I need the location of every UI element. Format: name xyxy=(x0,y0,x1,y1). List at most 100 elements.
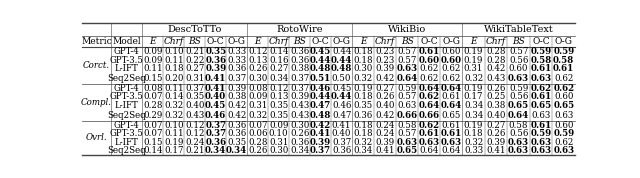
Text: 0.57: 0.57 xyxy=(509,47,528,56)
Text: 0.38: 0.38 xyxy=(486,101,506,110)
Text: 0.24: 0.24 xyxy=(185,138,204,147)
Text: Chrf: Chrf xyxy=(375,37,396,46)
Text: 0.65: 0.65 xyxy=(508,101,529,110)
Text: 0.10: 0.10 xyxy=(164,47,184,56)
Text: 0.31: 0.31 xyxy=(464,64,483,73)
Text: Metric: Metric xyxy=(81,37,112,46)
Text: RotoWire: RotoWire xyxy=(276,25,323,34)
Text: 0.34: 0.34 xyxy=(269,74,288,83)
Text: O-C: O-C xyxy=(312,37,330,46)
Text: 0.64: 0.64 xyxy=(440,84,462,93)
Text: 0.07: 0.07 xyxy=(143,92,163,101)
Text: BS: BS xyxy=(188,37,201,46)
Text: 0.22: 0.22 xyxy=(185,56,204,65)
Text: 0.65: 0.65 xyxy=(442,111,461,120)
Text: 0.06: 0.06 xyxy=(248,129,268,138)
Text: 0.39: 0.39 xyxy=(310,138,331,147)
Text: 0.31: 0.31 xyxy=(185,74,204,83)
Text: 0.61: 0.61 xyxy=(440,129,462,138)
Text: 0.18: 0.18 xyxy=(164,64,184,73)
Text: 0.47: 0.47 xyxy=(332,111,351,120)
Text: 0.11: 0.11 xyxy=(164,56,184,65)
Text: 0.65: 0.65 xyxy=(397,146,418,155)
Text: 0.62: 0.62 xyxy=(419,74,439,83)
Text: 0.44: 0.44 xyxy=(331,92,352,101)
Text: 0.61: 0.61 xyxy=(442,121,461,130)
Text: 0.43: 0.43 xyxy=(185,111,204,120)
Text: 0.31: 0.31 xyxy=(269,138,289,147)
Text: 0.36: 0.36 xyxy=(290,56,309,65)
Text: 0.41: 0.41 xyxy=(205,74,227,83)
Text: 0.24: 0.24 xyxy=(376,121,395,130)
Text: 0.42: 0.42 xyxy=(486,64,506,73)
Text: E: E xyxy=(470,37,477,46)
Text: 0.28: 0.28 xyxy=(486,56,506,65)
Text: Seq2Seq: Seq2Seq xyxy=(107,111,146,120)
Text: 0.57: 0.57 xyxy=(397,56,417,65)
Text: 0.63: 0.63 xyxy=(531,74,552,83)
Text: 0.32: 0.32 xyxy=(164,101,184,110)
Text: 0.35: 0.35 xyxy=(269,111,288,120)
Text: 0.32: 0.32 xyxy=(464,74,483,83)
Text: 0.26: 0.26 xyxy=(376,92,395,101)
Text: 0.33: 0.33 xyxy=(464,146,483,155)
Text: 0.48: 0.48 xyxy=(331,64,352,73)
Text: 0.27: 0.27 xyxy=(376,84,395,93)
Text: Chrf: Chrf xyxy=(486,37,506,46)
Text: 0.11: 0.11 xyxy=(164,129,184,138)
Text: 0.37: 0.37 xyxy=(185,84,204,93)
Text: 0.66: 0.66 xyxy=(419,111,440,120)
Text: 0.59: 0.59 xyxy=(531,129,552,138)
Text: 0.16: 0.16 xyxy=(269,56,289,65)
Text: 0.36: 0.36 xyxy=(205,138,227,147)
Text: 0.64: 0.64 xyxy=(419,84,440,93)
Text: 0.62: 0.62 xyxy=(554,74,573,83)
Text: 0.10: 0.10 xyxy=(269,129,289,138)
Text: 0.39: 0.39 xyxy=(227,84,246,93)
Text: BS: BS xyxy=(512,37,525,46)
Text: 0.33: 0.33 xyxy=(227,56,246,65)
Text: 0.25: 0.25 xyxy=(486,92,506,101)
Text: 0.28: 0.28 xyxy=(486,47,506,56)
Text: 0.57: 0.57 xyxy=(397,47,417,56)
Text: 0.18: 0.18 xyxy=(353,92,373,101)
Text: 0.45: 0.45 xyxy=(205,101,227,110)
Text: 0.41: 0.41 xyxy=(332,121,351,130)
Text: 0.36: 0.36 xyxy=(353,111,372,120)
Text: 0.31: 0.31 xyxy=(248,101,268,110)
Text: O-C: O-C xyxy=(207,37,225,46)
Text: 0.19: 0.19 xyxy=(464,47,483,56)
Text: 0.23: 0.23 xyxy=(376,56,395,65)
Text: 0.40: 0.40 xyxy=(185,101,205,110)
Text: 0.34: 0.34 xyxy=(205,146,227,155)
Text: 0.36: 0.36 xyxy=(332,146,351,155)
Text: 0.36: 0.36 xyxy=(205,56,227,65)
Text: Chrf: Chrf xyxy=(269,37,289,46)
Text: Model: Model xyxy=(112,37,141,46)
Text: 0.62: 0.62 xyxy=(419,92,440,101)
Text: 0.63: 0.63 xyxy=(553,146,574,155)
Text: 0.19: 0.19 xyxy=(353,84,373,93)
Text: 0.26: 0.26 xyxy=(486,84,506,93)
Text: 0.30: 0.30 xyxy=(269,146,289,155)
Text: 0.44: 0.44 xyxy=(331,56,352,65)
Text: 0.61: 0.61 xyxy=(419,47,440,56)
Text: BS: BS xyxy=(293,37,306,46)
Text: 0.09: 0.09 xyxy=(143,47,163,56)
Text: 0.43: 0.43 xyxy=(290,111,309,120)
Text: 0.58: 0.58 xyxy=(509,121,529,130)
Text: 0.60: 0.60 xyxy=(554,92,573,101)
Text: GPT-4: GPT-4 xyxy=(114,121,140,130)
Text: 0.14: 0.14 xyxy=(164,92,184,101)
Text: 0.63: 0.63 xyxy=(397,64,418,73)
Text: 0.63: 0.63 xyxy=(441,138,462,147)
Text: 0.42: 0.42 xyxy=(227,111,246,120)
Text: 0.63: 0.63 xyxy=(508,138,529,147)
Text: 0.63: 0.63 xyxy=(508,74,529,83)
Text: GPT-4: GPT-4 xyxy=(114,84,140,93)
Text: 0.35: 0.35 xyxy=(269,101,288,110)
Text: DescToTTo: DescToTTo xyxy=(168,25,222,34)
Text: 0.30: 0.30 xyxy=(290,121,309,130)
Text: GPT-4: GPT-4 xyxy=(114,47,140,56)
Text: 0.12: 0.12 xyxy=(269,84,289,93)
